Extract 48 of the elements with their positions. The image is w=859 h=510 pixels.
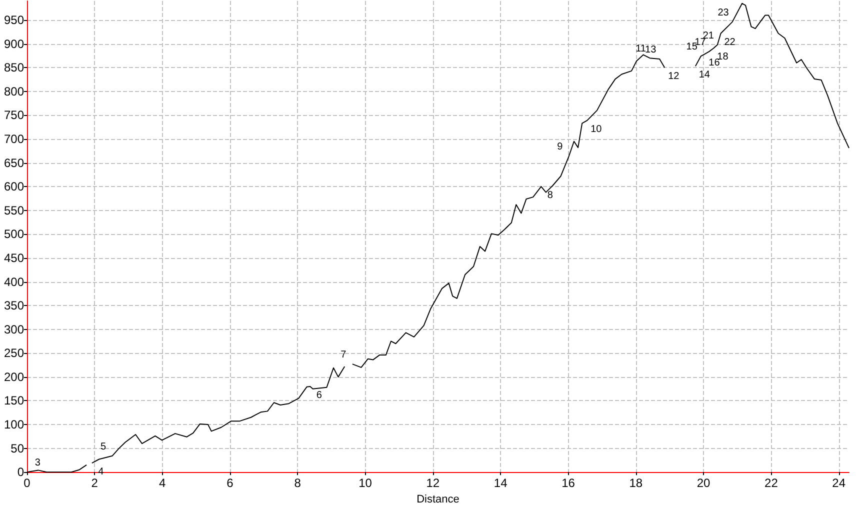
y-tick-label: 750 (4, 108, 24, 122)
annotation: 15 (686, 42, 698, 53)
y-tick-label: 450 (4, 250, 24, 265)
x-tick-label: 8 (294, 476, 302, 490)
x-tick-label: 18 (629, 476, 643, 490)
annotation: 16 (708, 57, 720, 68)
y-tick-label: 600 (4, 180, 24, 194)
y-tick-label: 650 (4, 156, 24, 170)
annotation: 6 (316, 390, 322, 401)
y-tick-label: 300 (4, 322, 24, 336)
y-tick-label: 500 (4, 227, 24, 242)
annotation: 22 (724, 36, 736, 48)
x-tick-label: 16 (562, 476, 576, 490)
annotation: 12 (668, 71, 680, 82)
annotation: 13 (645, 44, 657, 56)
annotation: 5 (100, 441, 106, 452)
x-tick-label: 12 (426, 476, 440, 490)
annotation: 14 (698, 70, 710, 81)
y-tick-label: 150 (4, 394, 24, 408)
x-tick-label: 2 (91, 476, 98, 490)
x-tick-label: 20 (696, 476, 711, 490)
y-tick-label: 900 (4, 36, 24, 51)
y-tick-label: 50 (10, 441, 24, 456)
x-tick-label: 4 (158, 476, 166, 490)
annotation: 9 (557, 142, 564, 153)
annotation: 10 (590, 124, 602, 135)
y-tick-label: 950 (4, 13, 24, 28)
x-tick-label: 14 (494, 476, 508, 490)
annotation: 3 (34, 458, 41, 469)
y-tick-label: 550 (4, 203, 24, 218)
x-tick-label: 22 (764, 476, 778, 490)
y-tick-label: 250 (4, 346, 24, 360)
annotation: 8 (547, 190, 554, 202)
x-tick-label: 24 (832, 476, 846, 490)
y-tick-label: 700 (4, 132, 24, 146)
y-tick-label: 800 (4, 84, 24, 98)
annotation: 23 (718, 7, 730, 18)
annotation: 11 (636, 44, 646, 55)
y-tick-label: 200 (4, 370, 24, 384)
y-tick-label: 850 (4, 60, 24, 75)
annotation: 7 (340, 350, 347, 361)
x-tick-label: 6 (226, 476, 234, 490)
y-tick-label: 350 (4, 298, 24, 313)
y-tick-label: 100 (4, 418, 24, 432)
x-tick-label: 10 (358, 476, 372, 490)
x-axis-title: Distance (416, 494, 460, 506)
y-tick-label: 400 (4, 274, 24, 289)
y-tick-label: 0 (17, 465, 24, 480)
